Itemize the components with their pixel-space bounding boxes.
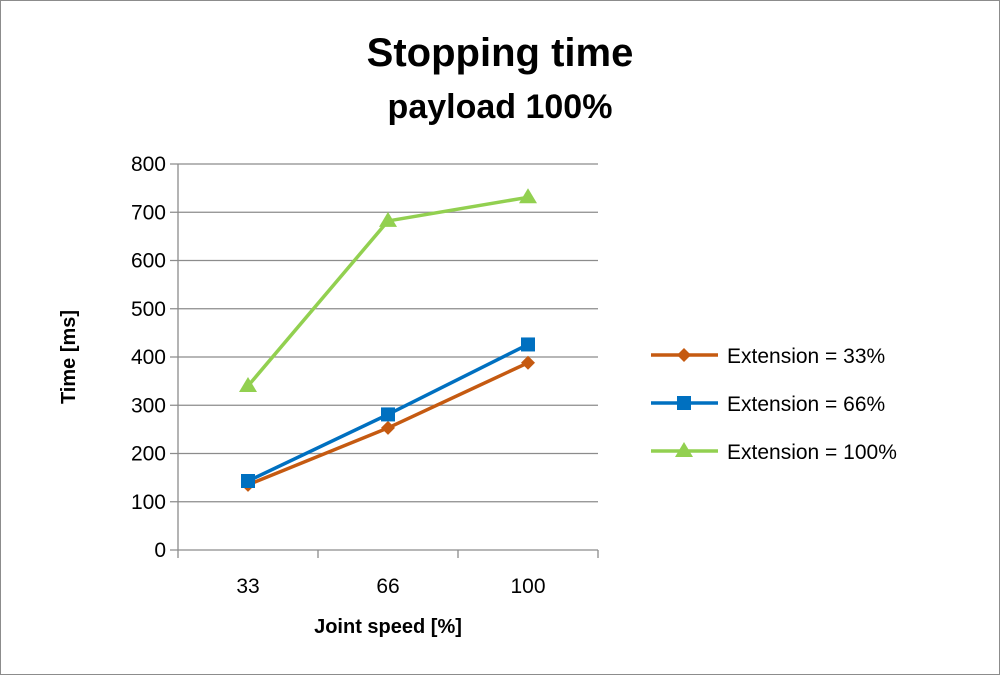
- y-tick-label: 500: [131, 298, 166, 321]
- data-point-triangle: [519, 188, 537, 204]
- legend-label: Extension = 66%: [727, 393, 885, 416]
- data-point-square: [381, 407, 395, 422]
- data-point-triangle: [675, 442, 693, 457]
- x-tick-label: 66: [376, 575, 399, 598]
- y-tick-label: 300: [131, 394, 166, 417]
- series-3: [239, 188, 537, 392]
- x-tick-label: 33: [236, 575, 259, 598]
- y-tick-label: 400: [131, 346, 166, 369]
- legend-label: Extension = 100%: [727, 441, 897, 464]
- y-tick-label: 600: [131, 250, 166, 273]
- data-point-diamond: [521, 355, 535, 370]
- x-tick-label: 100: [510, 575, 545, 598]
- y-tick-label: 0: [154, 539, 166, 562]
- y-tick-label: 100: [131, 491, 166, 514]
- data-point-diamond: [381, 420, 395, 435]
- y-tick-label: 700: [131, 201, 166, 224]
- y-tick-label: 800: [131, 153, 166, 176]
- y-tick-label: 200: [131, 443, 166, 466]
- data-point-square: [677, 396, 691, 410]
- data-point-square: [521, 337, 535, 352]
- data-point-triangle: [379, 211, 397, 227]
- data-point-diamond: [677, 348, 691, 362]
- x-axis-label: Joint speed [%]: [314, 616, 462, 638]
- chart-title: Stopping time: [367, 31, 634, 75]
- data-point-square: [241, 474, 255, 489]
- data-point-triangle: [239, 376, 257, 392]
- legend-item: Extension = 100%: [651, 441, 897, 464]
- y-axis-label: Time [ms]: [58, 310, 80, 404]
- series-1: [241, 355, 535, 492]
- legend-item: Extension = 33%: [651, 345, 885, 368]
- legend-item: Extension = 66%: [651, 393, 885, 416]
- chart-subtitle: payload 100%: [388, 88, 613, 126]
- legend-label: Extension = 33%: [727, 345, 885, 368]
- series-2: [241, 337, 535, 489]
